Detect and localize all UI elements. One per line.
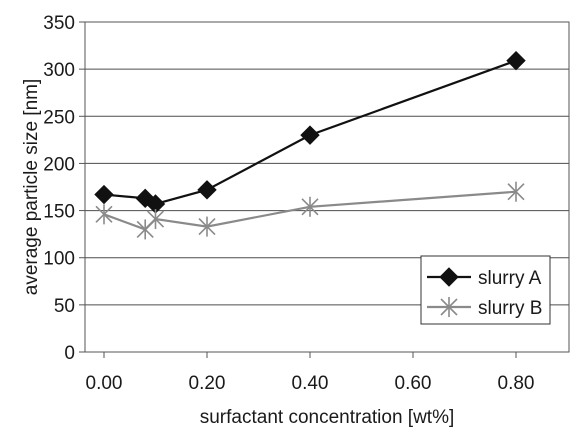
data-point-slurry-a <box>506 50 526 71</box>
y-tick-label: 250 <box>43 107 75 128</box>
x-tick-label: 0.40 <box>292 373 329 394</box>
data-point-slurry-a <box>94 184 114 205</box>
series-line-slurry-b <box>103 190 517 231</box>
x-tick-label: 0.20 <box>189 373 226 394</box>
y-tick-label: 100 <box>43 249 75 270</box>
data-point-slurry-a <box>300 125 320 145</box>
series-layer <box>94 50 526 240</box>
y-tick-label: 150 <box>43 202 75 223</box>
data-point-slurry-b <box>146 209 165 230</box>
y-tick-label: 350 <box>43 13 75 34</box>
x-tick-label: 0.00 <box>86 373 123 394</box>
legend: slurry A slurry B <box>420 255 551 325</box>
y-tick-label: 200 <box>43 154 75 175</box>
data-point-slurry-a <box>197 180 217 200</box>
data-point-slurry-b <box>198 216 216 237</box>
data-point-slurry-b <box>507 181 525 202</box>
legend-marker-slurry-b <box>440 297 458 317</box>
data-point-slurry-b <box>95 204 113 225</box>
plot-frame <box>84 21 570 353</box>
x-tick-label: 0.60 <box>395 373 432 394</box>
y-tick-label: 50 <box>54 296 75 317</box>
legend-marker-slurry-a <box>439 267 459 287</box>
x-axis-label: surfactant concentration [wt%] <box>200 407 455 428</box>
x-tick-label: 0.80 <box>498 373 535 394</box>
legend-label-slurry-b: slurry B <box>478 298 542 319</box>
axes: 0 50 100 150 200 250 300 350 0.00 0.20 0.40 0.60 0.8… <box>43 13 534 394</box>
legend-label-slurry-a: slurry A <box>478 268 542 289</box>
y-tick-label: 300 <box>43 60 75 81</box>
y-axis-label: average particle size [nm] <box>21 79 42 296</box>
gridlines <box>85 68 569 306</box>
y-tick-label: 0 <box>64 343 75 364</box>
data-point-slurry-b <box>301 196 319 217</box>
